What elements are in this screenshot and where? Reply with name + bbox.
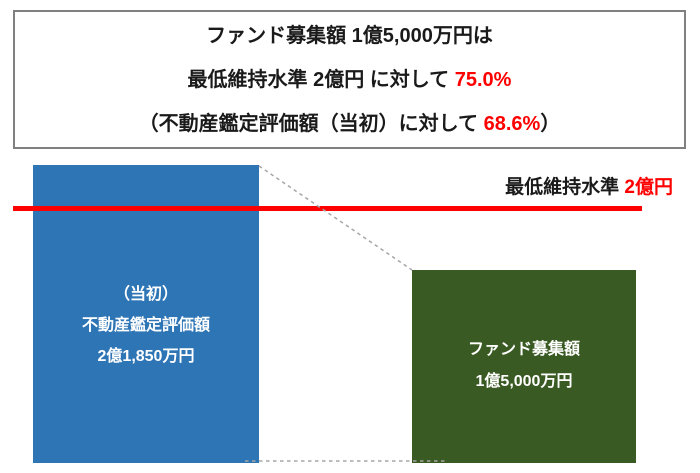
- summary-line-3-text: （不動産鑑定評価額（当初）に対して: [138, 112, 484, 135]
- summary-line-3: （不動産鑑定評価額（当初）に対して 68.6%）: [15, 102, 684, 146]
- threshold-line: [13, 206, 642, 211]
- summary-line-2: 最低維持水準 2億円 に対して 75.0%: [15, 58, 684, 102]
- bar-appraisal: （当初） 不動産鑑定評価額 2億1,850万円: [33, 165, 259, 463]
- bar-fund: ファンド募集額 1億5,000万円: [412, 270, 636, 463]
- summary-line-2-text: 最低維持水準 2億円 に対して: [187, 68, 455, 91]
- threshold-label: 最低維持水準 2億円: [505, 172, 673, 199]
- bar-fund-label-line2: 1億5,000万円: [475, 373, 573, 390]
- summary-box: ファンド募集額 1億5,000万円は 最低維持水準 2億円 に対して 75.0%…: [13, 10, 686, 149]
- threshold-label-text: 最低維持水準: [505, 177, 625, 198]
- top-connector-dashed-line: [258, 165, 413, 271]
- threshold-label-value: 2億円: [624, 177, 673, 198]
- summary-line-3-suffix: ）: [540, 112, 561, 135]
- bar-fund-label-line1: ファンド募集額: [467, 341, 580, 358]
- bar-appraisal-label-line1: （当初）: [113, 286, 178, 303]
- summary-line-1-text: ファンド募集額 1億5,000万円は: [206, 24, 493, 47]
- summary-line-2-percentage: 75.0%: [454, 68, 512, 91]
- summary-line-3-percentage: 68.6%: [483, 112, 541, 135]
- bar-appraisal-label-line2: 不動産鑑定評価額: [81, 317, 210, 334]
- bar-appraisal-label: （当初） 不動産鑑定評価額 2億1,850万円: [33, 279, 259, 372]
- bar-appraisal-label-line3: 2億1,850万円: [97, 348, 195, 365]
- summary-line-1: ファンド募集額 1億5,000万円は: [15, 14, 684, 58]
- bar-fund-label: ファンド募集額 1億5,000万円: [412, 334, 636, 398]
